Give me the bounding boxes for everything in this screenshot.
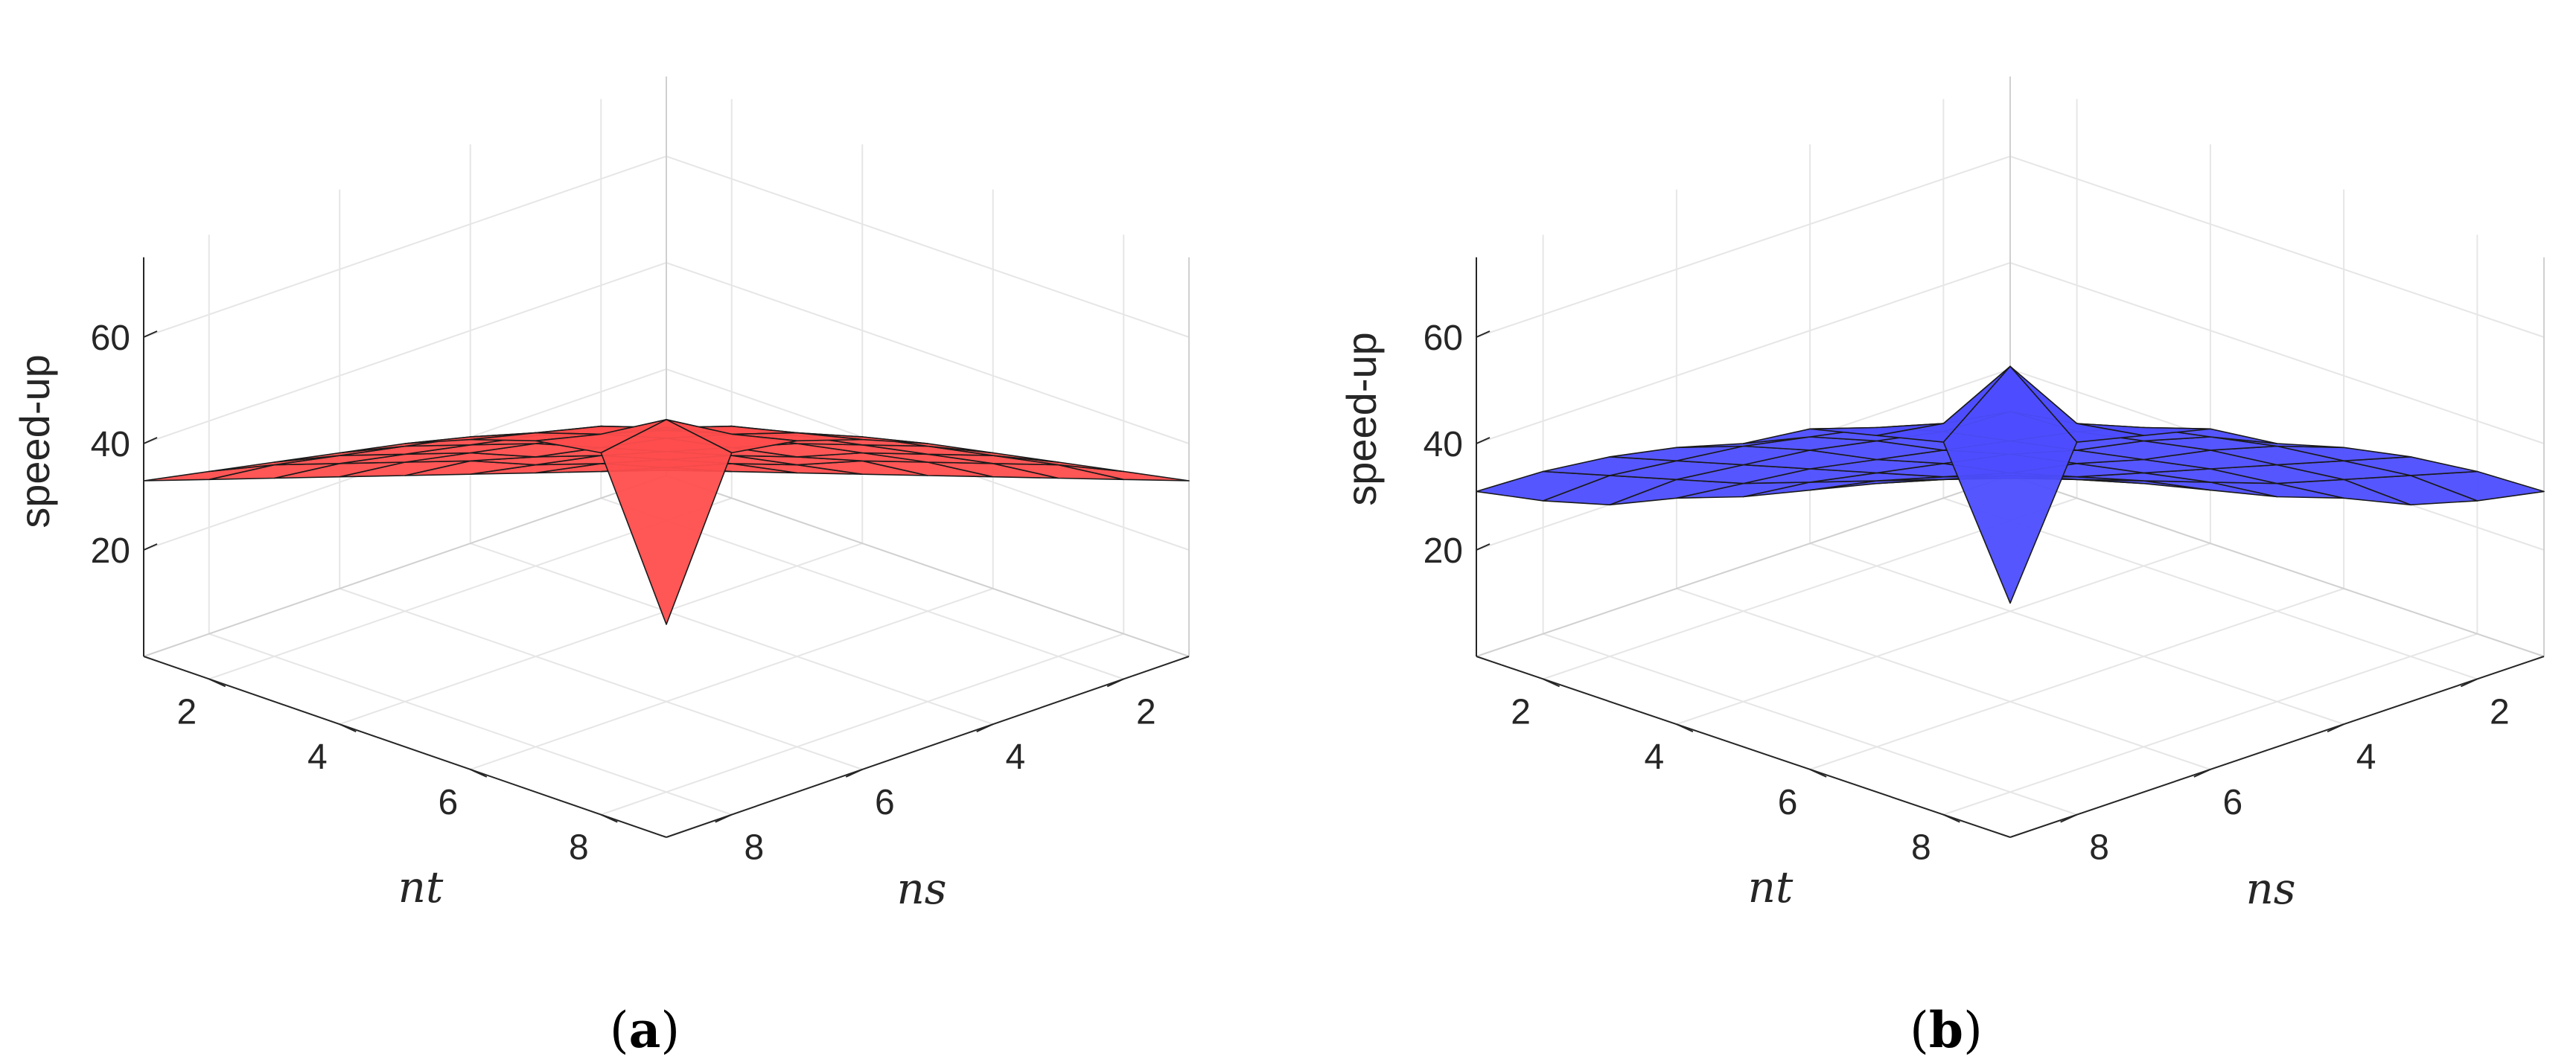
ns-tick-label: 4 (1005, 738, 1025, 777)
surface-plot-b: 2 4 6 8 2 4 6 8 20 40 60 speed-up nt ns (b) (1338, 76, 2545, 1059)
speed-up-tick-label: 60 (91, 319, 130, 358)
nt-tick-label: 6 (438, 783, 458, 822)
nt-tick-label: 4 (307, 738, 328, 777)
ns-tick-label: 8 (2089, 828, 2109, 868)
nt-tick-label: 2 (1511, 692, 1531, 732)
caption-b: (b) (1910, 1001, 1983, 1059)
zlabel-b: speed-up (1338, 332, 1385, 506)
surface-patch (600, 418, 733, 625)
speed-up-tick-label: 60 (1424, 319, 1463, 358)
xlabel-b: nt (1748, 862, 1794, 912)
speed-up-tick-label: 20 (91, 531, 130, 571)
caption-a: (a) (610, 1001, 680, 1059)
nt-tick-label: 4 (1645, 738, 1665, 777)
ylabel-a: ns (896, 863, 946, 914)
ns-tick-label: 2 (2490, 692, 2510, 732)
ns-tick-label: 6 (2223, 783, 2243, 822)
nt-tick-label: 6 (1778, 783, 1798, 822)
nt-tick-label: 8 (569, 828, 589, 868)
surface-plot-a: 2 4 6 8 2 4 6 8 20 40 60 speed-up nt ns (a) (11, 76, 1190, 1059)
ns-tick-label: 2 (1136, 692, 1156, 732)
surface-patch (1942, 365, 2078, 604)
nt-tick-label: 8 (1911, 828, 1931, 868)
speed-up-tick-label: 20 (1424, 531, 1463, 571)
xlabel-a: nt (398, 862, 444, 912)
ns-tick-label: 4 (2356, 738, 2376, 777)
nt-tick-label: 2 (176, 692, 197, 732)
speed-up-tick-label: 40 (1424, 425, 1463, 464)
ns-tick-label: 6 (875, 783, 895, 822)
zlabel-a: speed-up (11, 354, 58, 528)
ns-tick-label: 8 (744, 828, 764, 868)
speed-up-tick-label: 40 (91, 425, 130, 464)
ylabel-b: ns (2245, 863, 2295, 914)
